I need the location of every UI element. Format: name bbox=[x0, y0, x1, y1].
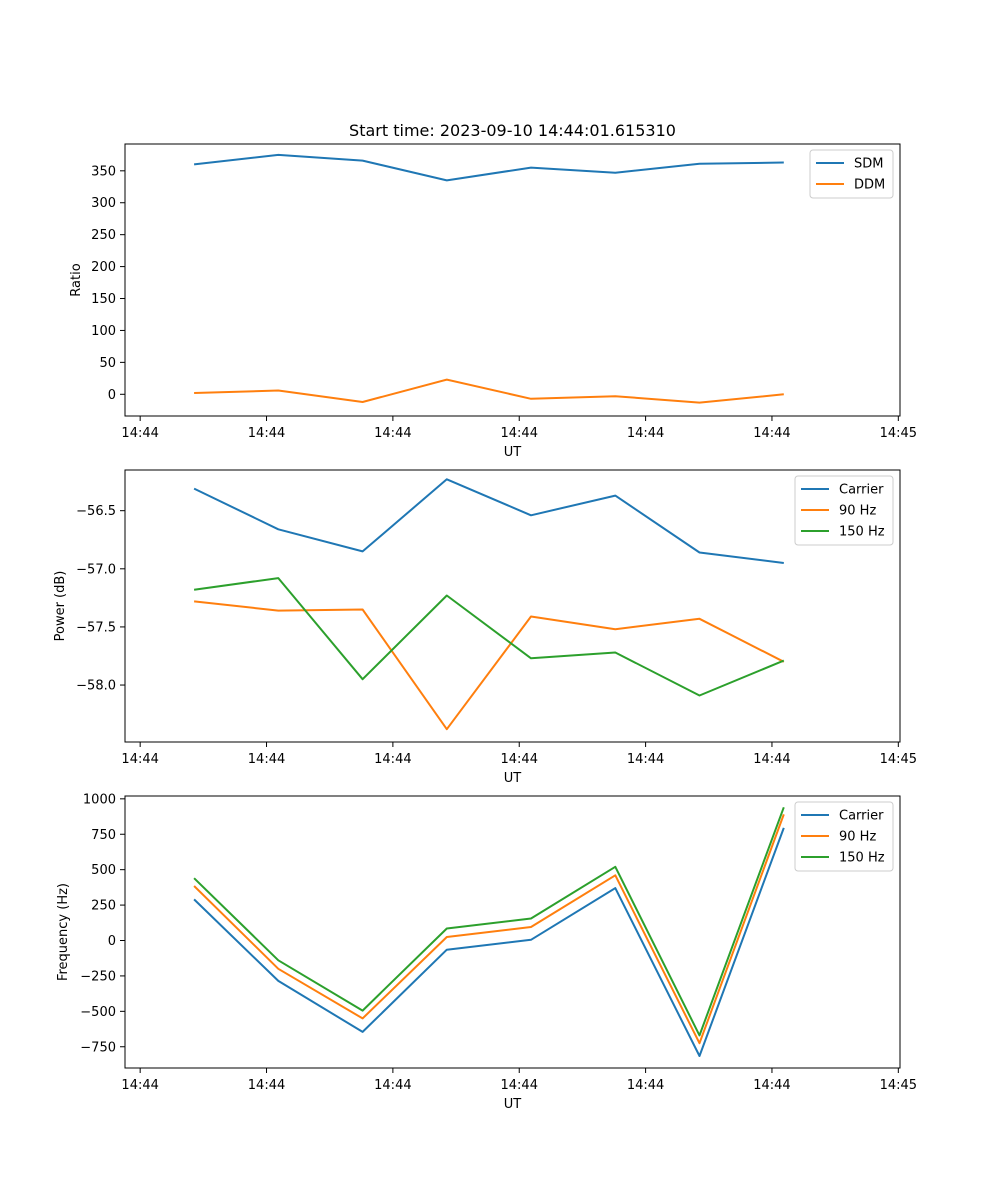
chart1-series-90-hz-line bbox=[193, 600, 785, 731]
panel-power: 14:44 14:44 14:44 14:44 14:44 14:44 14:45 −56.5… bbox=[53, 469, 917, 786]
chart0-x-axis-label: UT bbox=[504, 445, 522, 460]
chart2-y-tick-label: 0 bbox=[108, 934, 116, 949]
chart0-legend: SDM DDM bbox=[809, 149, 894, 199]
chart0-x-tick-label: 14:44 bbox=[121, 426, 158, 441]
chart2-x-tick-label: 14:44 bbox=[374, 1078, 411, 1093]
chart0-y-tick-label: 350 bbox=[91, 164, 116, 179]
chart2-x-tick-label: 14:44 bbox=[121, 1078, 158, 1093]
chart1-x-tick-label: 14:44 bbox=[753, 752, 790, 767]
chart0-y-tick-label: 250 bbox=[91, 228, 116, 243]
chart0-y-tick-label: 100 bbox=[91, 324, 116, 339]
chart2-y-tick-label: 750 bbox=[91, 828, 116, 843]
chart0-x-tick-label: 14:44 bbox=[374, 426, 411, 441]
chart1-y-tick-label: −56.5 bbox=[76, 504, 116, 519]
chart2-series-90-hz-line bbox=[193, 814, 785, 1045]
chart-title: Start time: 2023-09-10 14:44:01.615310 bbox=[349, 121, 676, 140]
chart2-y-tick-label: −500 bbox=[80, 1005, 116, 1020]
chart0-series-sdm-line bbox=[193, 153, 784, 182]
chart0-y-tick-label: 150 bbox=[91, 292, 116, 307]
chart2-legend-label-carrier: Carrier bbox=[839, 809, 884, 824]
chart0-legend-label-sdm: SDM bbox=[854, 157, 883, 172]
chart1-x-tick-label: 14:44 bbox=[374, 752, 411, 767]
chart2-x-tick-label: 14:44 bbox=[501, 1078, 538, 1093]
chart1-series-150-hz-line bbox=[193, 577, 785, 697]
chart0-x-tick-label: 14:44 bbox=[753, 426, 790, 441]
chart0-x-tick-label: 14:44 bbox=[627, 426, 664, 441]
chart1-y-tick-label: −58.0 bbox=[76, 679, 116, 694]
chart0-x-tick-label: 14:44 bbox=[248, 426, 285, 441]
chart2-x-tick-label: 14:44 bbox=[627, 1078, 664, 1093]
chart0-y-tick-label: 0 bbox=[108, 388, 116, 403]
chart0-legend-label-ddm: DDM bbox=[854, 178, 885, 193]
chart2-y-tick-label: 1000 bbox=[83, 792, 116, 807]
chart2-y-tick-label: 250 bbox=[91, 899, 116, 914]
chart1-legend-box bbox=[794, 475, 894, 546]
panel-ratio: 14:44 14:44 14:44 14:44 14:44 14:44 14:45 0 50 10… bbox=[69, 143, 917, 460]
chart0-y-tick-label: 50 bbox=[99, 356, 116, 371]
chart1-legend-label-carrier: Carrier bbox=[839, 483, 884, 498]
chart1-x-tick-label: 14:44 bbox=[501, 752, 538, 767]
chart1-x-tick-label: 14:44 bbox=[248, 752, 285, 767]
chart0-axes-frame bbox=[124, 143, 901, 417]
chart2-legend: Carrier 90 Hz 150 Hz bbox=[794, 801, 894, 872]
chart2-x-axis-label: UT bbox=[504, 1097, 522, 1112]
chart1-legend-label-150-hz: 150 Hz bbox=[839, 525, 885, 540]
chart2-y-tick-label: 500 bbox=[91, 863, 116, 878]
chart0-y-tick-label: 200 bbox=[91, 260, 116, 275]
chart2-x-tick-label: 14:45 bbox=[880, 1078, 917, 1093]
chart1-x-tick-label: 14:45 bbox=[880, 752, 917, 767]
chart1-y-axis-label: Power (dB) bbox=[53, 571, 68, 642]
chart2-x-tick-label: 14:44 bbox=[248, 1078, 285, 1093]
chart2-legend-label-90-hz: 90 Hz bbox=[839, 830, 876, 845]
chart1-axes-frame bbox=[124, 469, 901, 743]
chart0-y-tick-label: 300 bbox=[91, 196, 116, 211]
panel-frequency: 14:44 14:44 14:44 14:44 14:44 14:44 14:45 1000 7… bbox=[56, 792, 917, 1112]
chart1-x-axis-label: UT bbox=[504, 771, 522, 786]
chart0-series-ddm-line bbox=[194, 378, 784, 404]
chart2-legend-label-150-hz: 150 Hz bbox=[839, 851, 885, 866]
chart1-legend-label-90-hz: 90 Hz bbox=[839, 504, 876, 519]
chart0-x-tick-label: 14:44 bbox=[501, 426, 538, 441]
chart0-y-axis-label: Ratio bbox=[69, 263, 84, 296]
chart2-series-carrier-line bbox=[193, 827, 785, 1057]
chart2-y-axis-label: Frequency (Hz) bbox=[56, 883, 71, 981]
chart2-axes-frame bbox=[124, 795, 901, 1069]
chart2-series-150-hz-line bbox=[193, 806, 785, 1037]
chart0-x-tick-label: 14:45 bbox=[880, 426, 917, 441]
chart1-legend: Carrier 90 Hz 150 Hz bbox=[794, 475, 894, 546]
chart1-y-tick-label: −57.0 bbox=[76, 562, 116, 577]
chart1-series-carrier-line bbox=[193, 478, 784, 564]
chart2-legend-box bbox=[794, 801, 894, 872]
chart1-x-tick-label: 14:44 bbox=[121, 752, 158, 767]
chart2-y-tick-label: −750 bbox=[80, 1040, 116, 1055]
chart2-x-tick-label: 14:44 bbox=[753, 1078, 790, 1093]
chart1-y-tick-label: −57.5 bbox=[76, 620, 116, 635]
chart2-y-tick-label: −250 bbox=[80, 969, 116, 984]
chart1-x-tick-label: 14:44 bbox=[627, 752, 664, 767]
